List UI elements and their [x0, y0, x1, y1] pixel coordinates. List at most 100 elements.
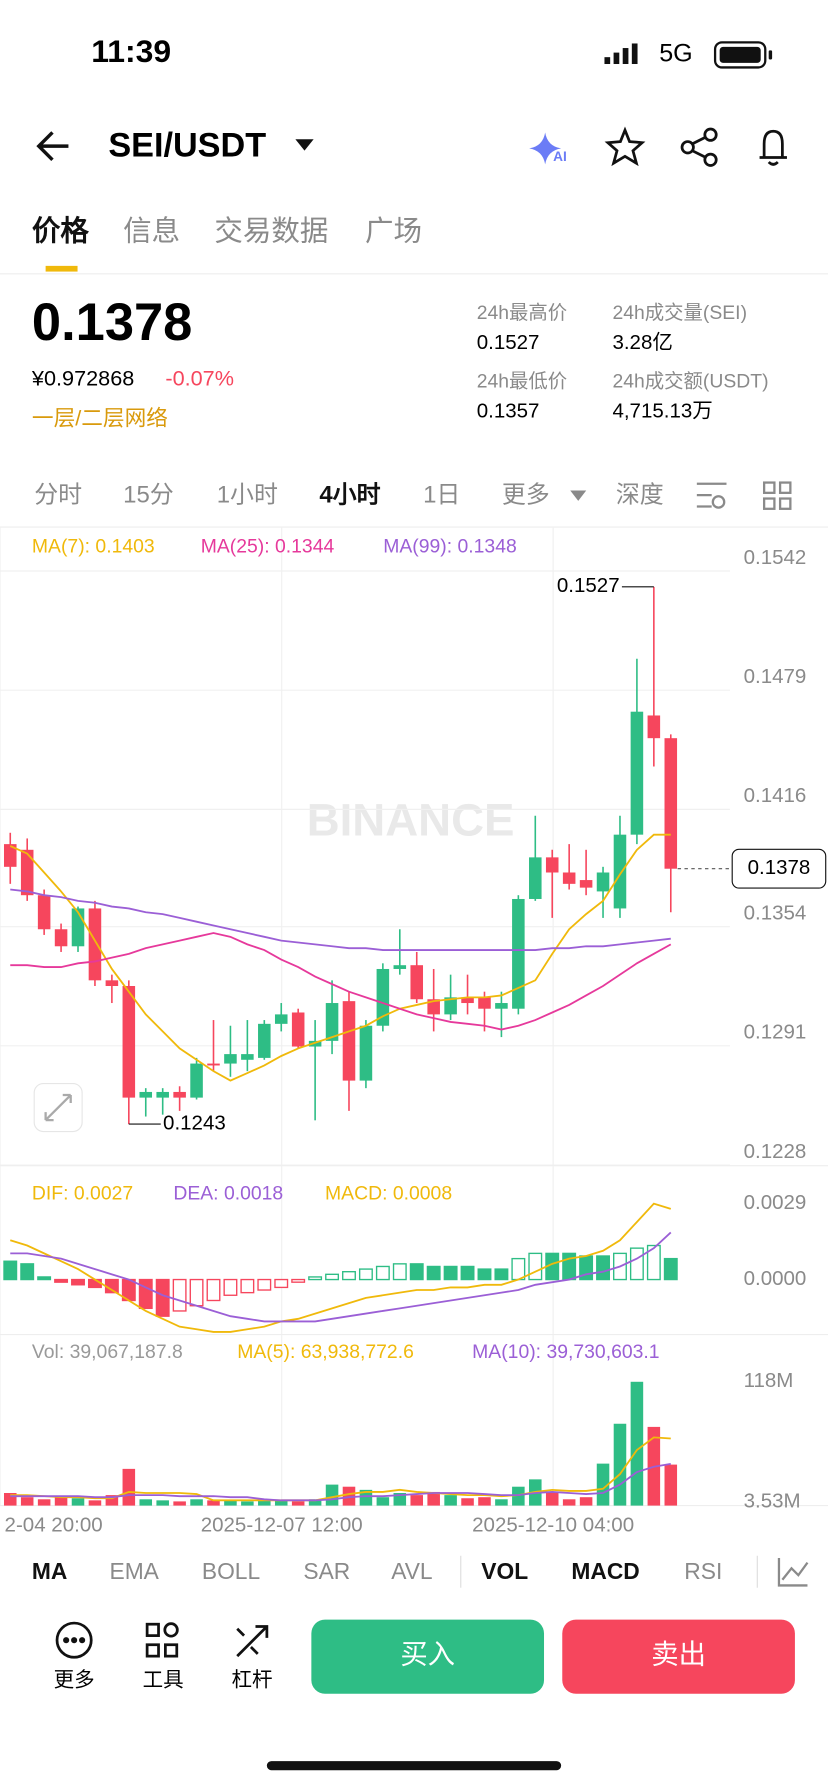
volume-bar — [461, 1498, 474, 1506]
volume-bar — [545, 1493, 559, 1506]
share-button[interactable] — [680, 127, 718, 167]
candle-body — [325, 1003, 339, 1041]
interval[interactable]: 4小时 — [319, 482, 380, 509]
macd-legend: DEA: 0.0018 — [173, 1182, 283, 1204]
interval[interactable]: 深度 — [616, 482, 664, 509]
macd-bar — [138, 1278, 153, 1310]
vol-legend: Vol: 39,067,187.8 — [32, 1341, 183, 1363]
alert-button[interactable] — [759, 129, 787, 166]
macd-bar — [240, 1278, 255, 1294]
candle-body — [562, 872, 576, 884]
candle-body — [173, 1091, 186, 1098]
y-tick-label: 0.1354 — [744, 902, 807, 925]
tab[interactable]: 价格 — [32, 215, 90, 247]
macd-bar — [223, 1278, 238, 1296]
macd-bar — [646, 1244, 661, 1281]
y-tick-label: 0.1291 — [744, 1021, 807, 1044]
indicator[interactable]: SAR — [303, 1558, 350, 1584]
volume-bar — [20, 1497, 34, 1506]
macd-bar — [71, 1278, 85, 1286]
interval[interactable]: 更多 — [502, 482, 550, 509]
volume-bar — [308, 1499, 322, 1506]
tab[interactable]: 广场 — [365, 215, 422, 247]
indicator[interactable]: MACD — [571, 1558, 639, 1584]
x-tick-label: 2025-12-10 04:00 — [472, 1514, 634, 1537]
favorite-button[interactable] — [604, 126, 646, 167]
candle-body — [190, 1063, 203, 1098]
sell-button[interactable] — [562, 1619, 795, 1694]
annotation-label: 0.1527 — [557, 574, 620, 597]
annotation-label: 0.1243 — [163, 1112, 226, 1135]
macd-bar — [3, 1260, 18, 1281]
back-button[interactable] — [36, 131, 69, 162]
indicator-settings[interactable] — [777, 1558, 809, 1587]
macd-bar — [477, 1268, 492, 1281]
interval[interactable]: 1小时 — [217, 482, 278, 509]
last-price-label: 0.1378 — [748, 856, 811, 879]
candle-body — [376, 968, 390, 1026]
indicator[interactable]: AVL — [391, 1558, 432, 1584]
candle-body — [427, 999, 440, 1015]
indicator[interactable]: RSI — [684, 1558, 722, 1584]
volume-bar — [427, 1491, 440, 1506]
volume-bar — [579, 1497, 593, 1506]
network-label[interactable]: 一层/二层网络 — [32, 406, 168, 431]
candle-body — [122, 986, 136, 1098]
volume-bar — [410, 1495, 424, 1506]
candle-body — [88, 908, 102, 981]
indicator[interactable]: BOLL — [202, 1558, 260, 1584]
indicator[interactable]: EMA — [109, 1558, 159, 1584]
network-type: 5G — [659, 40, 692, 68]
macd-bar — [206, 1278, 221, 1302]
ma-legend: MA(7): 0.1403 — [32, 536, 155, 558]
candle-body — [37, 895, 51, 930]
candle-body — [224, 1054, 237, 1064]
cny-price: ¥0.972868 — [31, 366, 134, 391]
candle-body — [20, 849, 34, 896]
candle-body — [410, 965, 424, 1000]
action-label[interactable]: 杠杆 — [232, 1669, 273, 1692]
volume-bar — [54, 1497, 68, 1506]
action-label[interactable]: 工具 — [143, 1669, 184, 1692]
ai-button[interactable]: AI — [529, 132, 567, 165]
candle-body — [545, 857, 559, 873]
more-dropdown[interactable] — [570, 490, 587, 501]
dif-line — [9, 1202, 672, 1333]
volume-bar — [37, 1499, 51, 1506]
indicator[interactable]: VOL — [481, 1558, 528, 1584]
pair-title[interactable]: SEI/USDT — [108, 126, 266, 164]
buy-label[interactable]: 买入 — [400, 1638, 455, 1669]
volume-bar — [190, 1499, 203, 1506]
layout-button[interactable] — [762, 481, 792, 510]
candle-body — [274, 1014, 288, 1024]
stat-value: 0.1357 — [477, 399, 540, 422]
candle-body — [139, 1091, 153, 1098]
action-label[interactable]: 更多 — [54, 1669, 95, 1692]
interval[interactable]: 15分 — [123, 482, 174, 509]
macd-bar — [392, 1263, 407, 1281]
candle-body — [3, 844, 17, 867]
stat-value: 0.1527 — [477, 331, 540, 354]
interval[interactable]: 分时 — [34, 482, 82, 509]
candle-body — [359, 1025, 373, 1081]
macd-bar — [460, 1265, 475, 1281]
buy-button[interactable] — [311, 1619, 545, 1694]
macd-bar — [342, 1271, 356, 1281]
interval[interactable]: 1日 — [423, 482, 460, 509]
tab[interactable]: 信息 — [123, 215, 180, 247]
tab[interactable]: 交易数据 — [214, 215, 328, 247]
macd-bar — [596, 1255, 610, 1281]
volume-bar — [207, 1500, 220, 1506]
macd-bar — [54, 1278, 69, 1283]
volume-bar — [241, 1501, 254, 1506]
macd-bar — [155, 1278, 170, 1317]
indicator[interactable]: MA — [32, 1558, 67, 1584]
candle-body — [258, 1023, 271, 1058]
expand-button[interactable] — [33, 1083, 83, 1133]
sell-label[interactable]: 卖出 — [651, 1638, 706, 1669]
battery-icon — [713, 41, 773, 69]
pair-dropdown[interactable] — [295, 139, 314, 151]
settings-button[interactable] — [696, 482, 727, 509]
vol-ma5-line — [10, 1436, 671, 1502]
